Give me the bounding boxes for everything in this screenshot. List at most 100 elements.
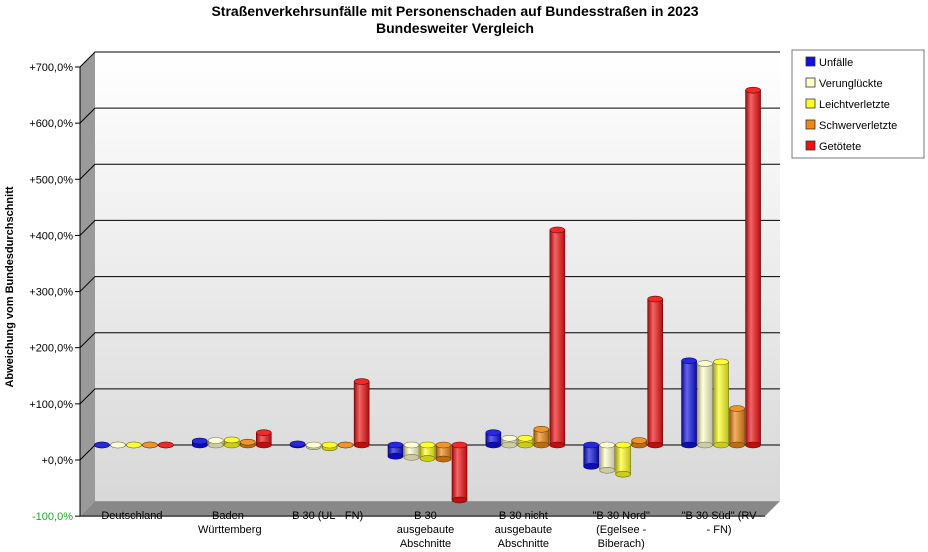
- bar-cap: [517, 434, 534, 442]
- bar-cap: [583, 441, 600, 449]
- bar-cap: [697, 360, 713, 367]
- bar-cap: [745, 86, 761, 94]
- bar-base: [647, 441, 664, 449]
- bar-cap: [729, 405, 745, 412]
- bar-cap: [631, 437, 648, 444]
- bar-cap: [419, 441, 436, 449]
- y-tick-label: +200,0%: [29, 343, 73, 355]
- x-category-label: B 30 (UL - FN): [292, 510, 363, 522]
- legend-swatch: [805, 56, 816, 67]
- x-category-label: Deutschland: [101, 510, 162, 522]
- legend-swatch: [805, 77, 816, 88]
- bar: [681, 360, 697, 446]
- bar-cap: [451, 441, 468, 449]
- bar-cap: [713, 358, 729, 366]
- bar-base: [435, 455, 452, 463]
- legend: Unfälle Verunglückte Leichtverletzte Schwer…: [791, 49, 925, 159]
- bar: [647, 298, 664, 446]
- y-tick-label: +100,0%: [29, 399, 73, 411]
- y-tick-label: +0,0%: [42, 455, 74, 467]
- y-tick-label: +400,0%: [29, 230, 73, 242]
- chart-subtitle: Bundesweiter Vergleich: [376, 20, 534, 36]
- bar-cap: [647, 295, 664, 303]
- legend-label: Unfälle: [819, 57, 853, 69]
- bar-base: [403, 454, 420, 461]
- bar-cap: [549, 226, 566, 234]
- bar-base: [583, 463, 600, 470]
- bar-cap: [142, 441, 158, 449]
- legend-label: Leichtverletzte: [819, 99, 890, 111]
- bar-base: [451, 496, 468, 504]
- bar-cap: [387, 441, 404, 449]
- bar-base: [729, 441, 745, 449]
- bar-cap: [533, 425, 550, 433]
- bar-cap: [289, 440, 306, 448]
- bar-cap: [337, 441, 354, 449]
- bar-cap: [207, 437, 224, 444]
- bar: [549, 229, 566, 446]
- bar-cap: [223, 436, 240, 444]
- y-tick-label: +300,0%: [29, 287, 73, 299]
- bar-base: [745, 441, 761, 449]
- bar-cap: [158, 441, 174, 449]
- bar-cap: [681, 357, 697, 365]
- bar-cap: [501, 434, 518, 442]
- bar-base: [387, 452, 404, 460]
- bar-cap: [110, 441, 126, 449]
- bar-cap: [435, 441, 452, 449]
- bar-base: [681, 441, 697, 449]
- legend-label: Getötete: [819, 141, 861, 153]
- bar: [697, 363, 713, 446]
- bar-cap: [191, 437, 208, 445]
- chart-title: Straßenverkehrsunfälle mit Personenschad…: [211, 3, 698, 19]
- bar-base: [485, 441, 502, 449]
- bar-base: [419, 455, 436, 462]
- bar-cap: [615, 441, 632, 449]
- bar-cap: [353, 378, 370, 385]
- bar-cap: [485, 429, 502, 436]
- bar-cap: [321, 441, 338, 449]
- bar-base: [255, 441, 272, 449]
- legend-label: Schwerverletzte: [819, 120, 897, 132]
- y-tick-label: +700,0%: [29, 62, 73, 74]
- bar-cap: [126, 441, 142, 449]
- legend-swatch: [805, 119, 816, 130]
- y-axis-ticks: +700,0% +600,0% +500,0% +400,0% +300,0% +200,…: [29, 62, 80, 523]
- y-axis-label: Abweichung vom Bundesdurchschnitt: [4, 186, 16, 387]
- y-tick-label: +500,0%: [29, 174, 73, 186]
- bar-base: [713, 441, 729, 449]
- bar: [599, 444, 616, 471]
- gridline: [79, 51, 780, 68]
- bar-cap: [305, 441, 322, 449]
- bar-base: [697, 441, 713, 449]
- bar-base: [549, 441, 566, 449]
- bar-base: [599, 466, 616, 474]
- y-tick-label: -100,0%: [32, 511, 73, 523]
- bar-cap: [94, 441, 110, 449]
- y-tick-label: +600,0%: [29, 118, 73, 130]
- bar: [615, 444, 632, 475]
- legend-swatch: [805, 140, 816, 151]
- bar: [713, 361, 729, 446]
- bar: [451, 444, 468, 501]
- bar: [729, 408, 745, 446]
- bar-base: [501, 441, 518, 449]
- bar: [353, 381, 370, 446]
- bar-cap: [599, 441, 616, 449]
- x-category-label: B 30 ausgebaute Abschnitte: [397, 510, 455, 550]
- bar-cap: [403, 441, 420, 449]
- x-category-label: Baden-Württemberg: [198, 510, 262, 536]
- legend-swatch: [805, 98, 816, 109]
- bar-base: [615, 470, 632, 478]
- gridline: [79, 163, 780, 180]
- bar-base: [517, 441, 534, 449]
- bar-base: [533, 441, 550, 449]
- legend-label: Verunglückte: [819, 78, 883, 90]
- bar-cap: [239, 438, 256, 446]
- bars: [94, 86, 761, 504]
- bar: [745, 89, 761, 446]
- bar-base: [353, 441, 370, 449]
- gridline: [79, 107, 780, 124]
- x-category-label: "B 30 Nord" (Egelsee -Biberach): [593, 510, 650, 550]
